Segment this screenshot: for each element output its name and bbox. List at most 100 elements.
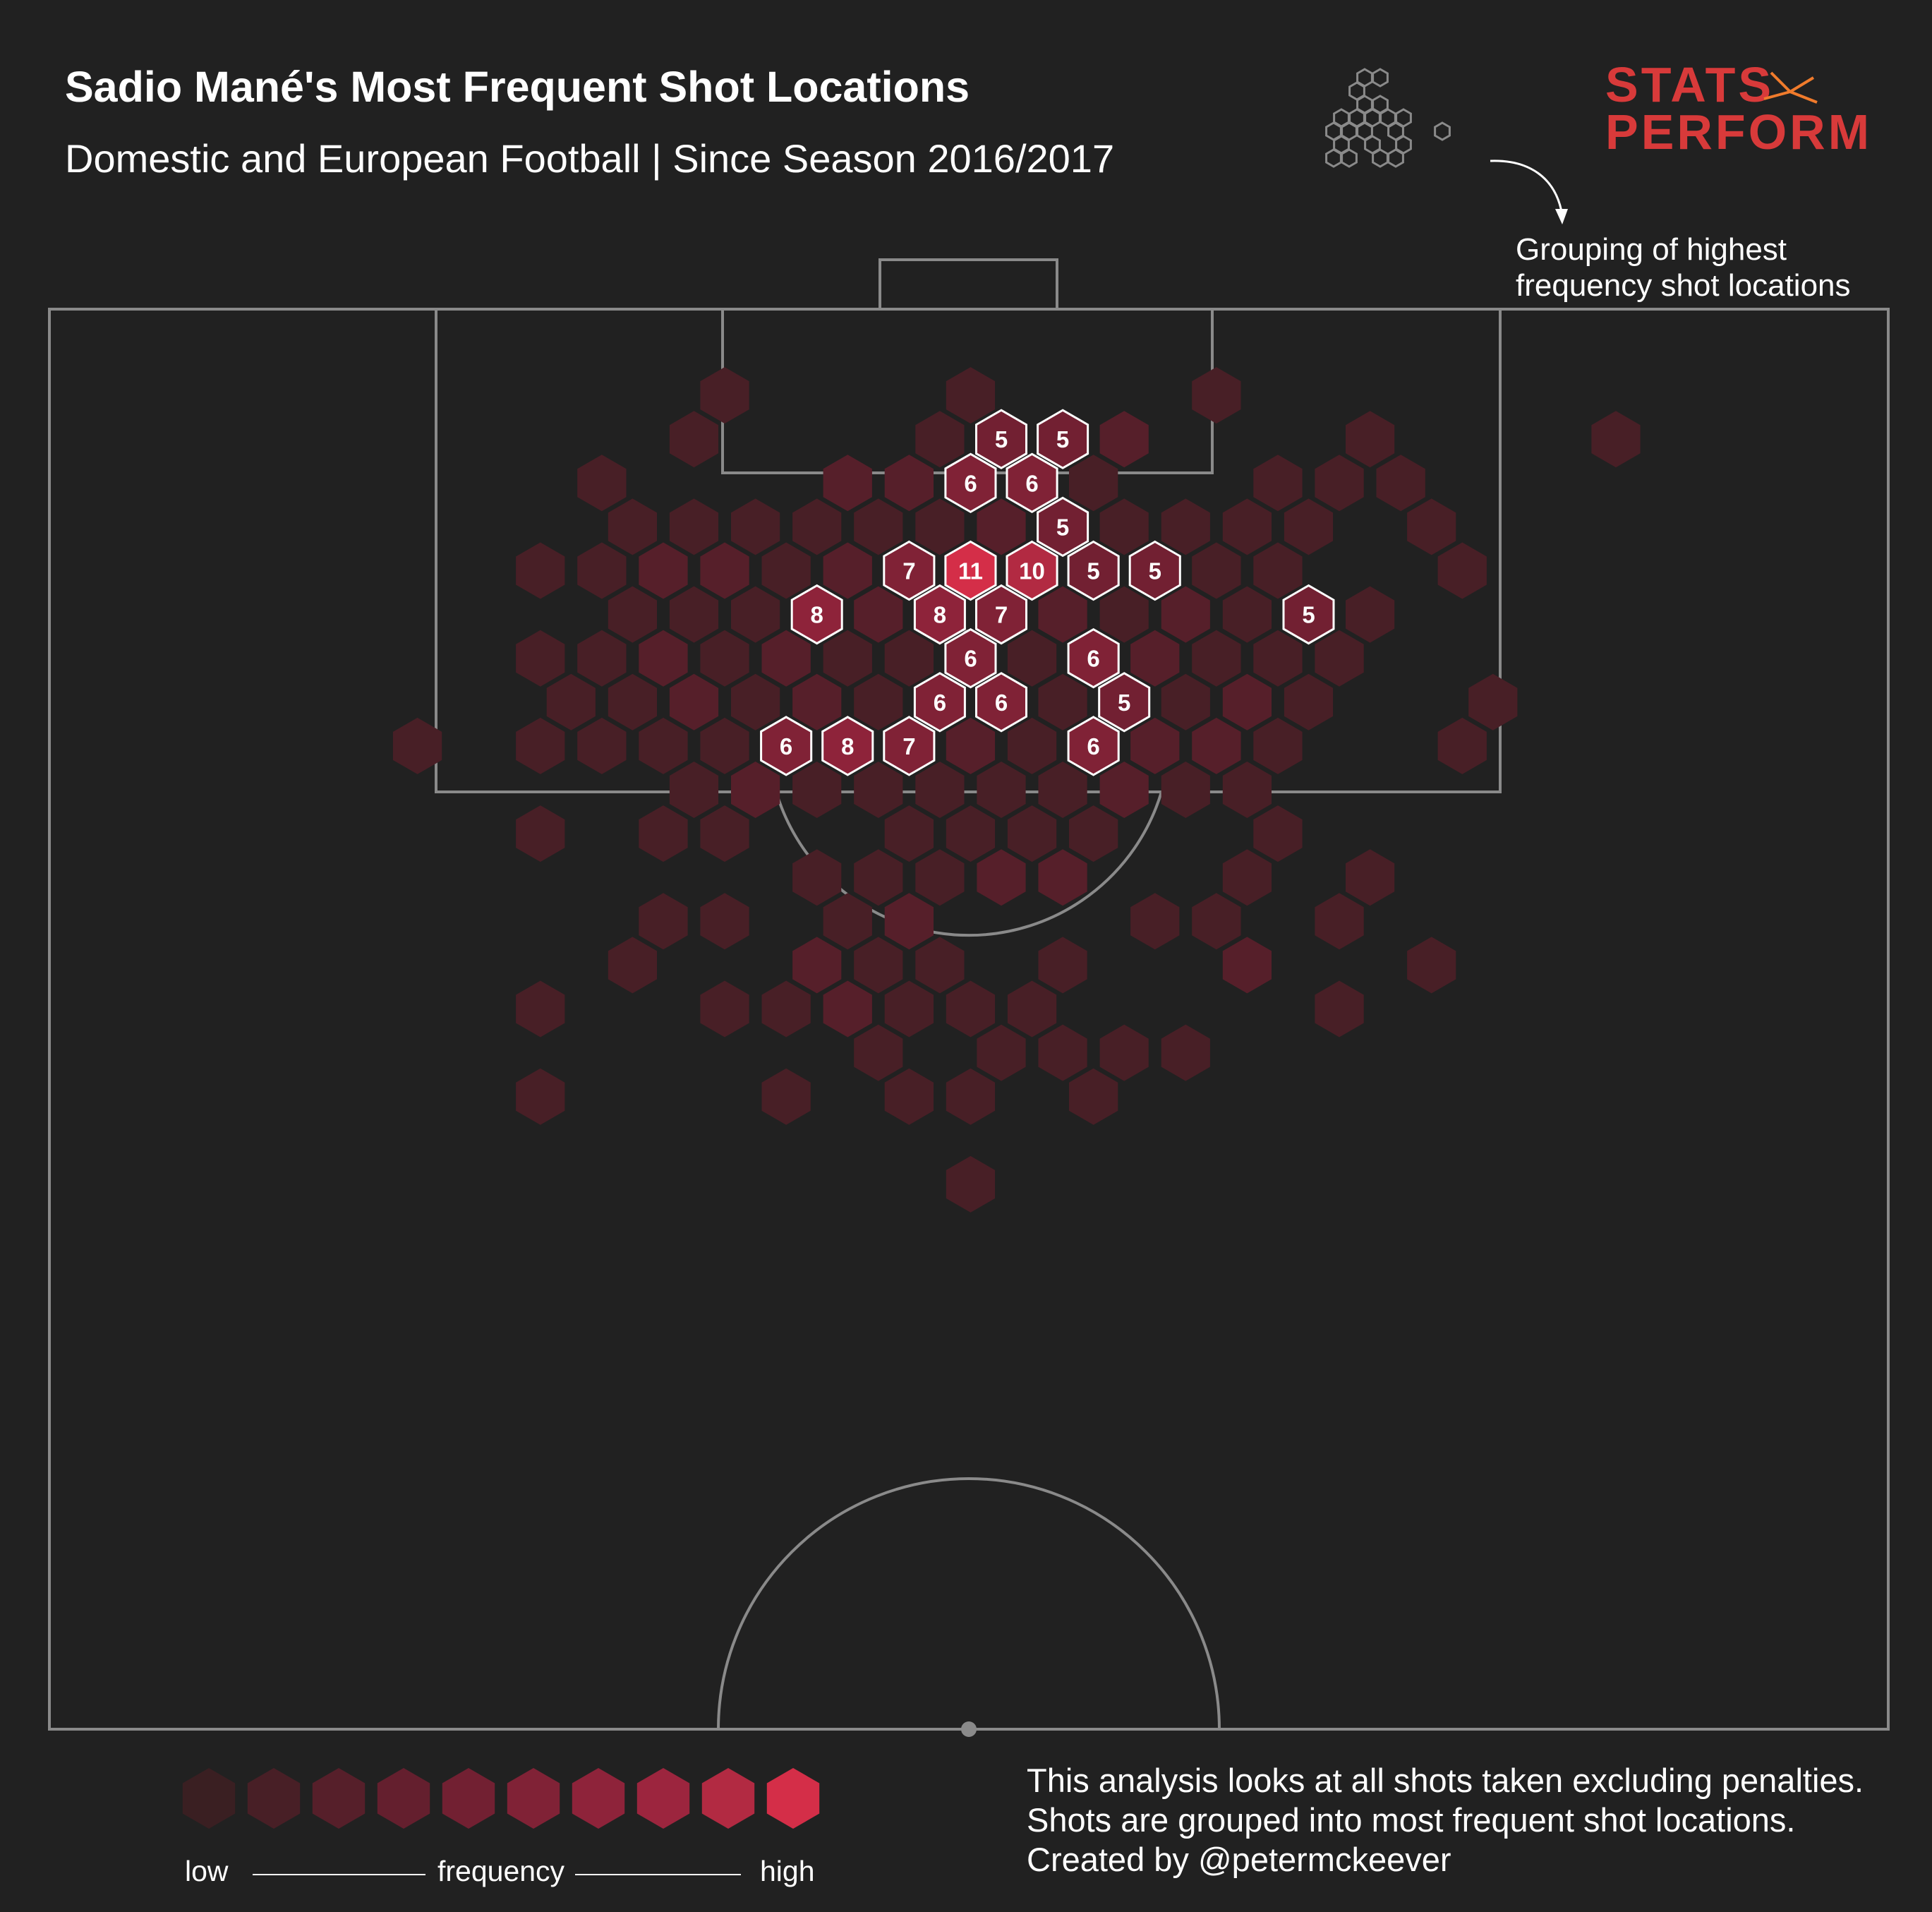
hexbin-value-label: 7 xyxy=(902,733,915,759)
hexbin xyxy=(761,980,811,1038)
highlight-outline-layer xyxy=(760,409,1335,776)
hexbin xyxy=(1007,630,1057,687)
legend-frequency-label: frequency xyxy=(437,1855,565,1887)
hexbin xyxy=(1099,498,1149,555)
hexbin xyxy=(577,455,627,512)
hexbin xyxy=(761,542,811,599)
hexbin xyxy=(823,717,872,774)
hexbin xyxy=(639,893,688,950)
hexbin xyxy=(1407,498,1456,555)
hexbin xyxy=(884,1068,934,1125)
hexbin xyxy=(1284,586,1334,643)
hexbin xyxy=(608,498,657,555)
hexbin xyxy=(1468,673,1518,730)
hexbin xyxy=(1253,717,1303,774)
hexbin xyxy=(854,849,903,906)
hexbin xyxy=(700,980,749,1038)
hexbin xyxy=(1038,411,1087,468)
hexbin xyxy=(1192,630,1241,687)
hexbin xyxy=(946,630,996,687)
mini-hex xyxy=(1387,148,1404,168)
hexbin xyxy=(1038,762,1087,818)
hexbin xyxy=(792,586,842,643)
highlight-hex-outline xyxy=(944,540,997,601)
hexbin xyxy=(1099,411,1149,468)
hexbin xyxy=(516,1068,565,1125)
hexbin-value-label: 8 xyxy=(811,602,823,628)
hexbin xyxy=(915,586,965,643)
hexbin-value-label: 10 xyxy=(1019,558,1045,584)
hexbin xyxy=(761,1068,811,1125)
logo-starburst-icon xyxy=(1763,71,1818,104)
hexbin xyxy=(1222,586,1272,643)
legend-hex xyxy=(507,1768,560,1829)
hexbin xyxy=(516,717,565,774)
hexbin-layer xyxy=(392,367,1641,1213)
hexbin xyxy=(946,367,996,424)
highlight-hex-outline xyxy=(975,672,1027,733)
hexbin xyxy=(1038,673,1087,730)
hexbin xyxy=(854,586,903,643)
hexbin-value-label: 6 xyxy=(780,733,792,759)
hexbin xyxy=(639,630,688,687)
hexbin xyxy=(1192,542,1241,599)
highlight-hex-outline xyxy=(975,409,1027,469)
hexbin xyxy=(1130,717,1180,774)
hexbin-value-label: 5 xyxy=(1149,558,1161,584)
hexbin xyxy=(915,498,965,555)
hexbin xyxy=(516,980,565,1038)
legend-hex xyxy=(247,1768,301,1829)
hexbin xyxy=(1222,849,1272,906)
hexbin xyxy=(731,673,780,730)
hexbin xyxy=(977,498,1026,555)
hexbin xyxy=(854,1024,903,1081)
hexbin xyxy=(792,673,842,730)
centre-circle xyxy=(717,1477,1221,1730)
hexbin xyxy=(1284,498,1334,555)
hexbin xyxy=(915,411,965,468)
hexbin xyxy=(977,586,1026,643)
hexbin xyxy=(1038,586,1087,643)
hexbin xyxy=(946,1155,996,1213)
hexbin xyxy=(700,893,749,950)
hexbin xyxy=(1437,717,1487,774)
hexbin xyxy=(1192,893,1241,950)
hexbin xyxy=(1222,673,1272,730)
highlight-hex-outline xyxy=(1067,627,1120,689)
highlight-hex-outline xyxy=(1067,540,1120,601)
hexbin xyxy=(1038,937,1087,994)
hexbin xyxy=(700,542,749,599)
hexbin xyxy=(1099,586,1149,643)
hexbin-value-label: 6 xyxy=(964,470,977,496)
hexbin xyxy=(854,937,903,994)
highlight-hex-outline xyxy=(883,716,936,776)
hexbin xyxy=(1192,717,1241,774)
hexbin xyxy=(915,673,965,730)
hexbin xyxy=(884,980,934,1038)
mini-hex xyxy=(1372,68,1389,88)
hexbin xyxy=(516,805,565,862)
highlight-hex-outline xyxy=(944,627,997,689)
hexbin-value-label: 6 xyxy=(934,690,946,716)
hexbin xyxy=(915,762,965,818)
hexbin xyxy=(1069,1068,1118,1125)
centre-spot xyxy=(961,1721,977,1737)
hexbin xyxy=(823,455,872,512)
hexbin-labels: 5 56 657 11 10 5 58 8 7 56 66 6 56 8 7 6 xyxy=(780,426,1315,759)
hexbin-value-label: 6 xyxy=(964,646,977,672)
hexbin xyxy=(1130,893,1180,950)
hexbin xyxy=(946,980,996,1038)
hexbin xyxy=(823,630,872,687)
hexbin xyxy=(1315,980,1364,1038)
highlight-hex-outline xyxy=(1037,496,1089,558)
hexbin xyxy=(946,717,996,774)
hexbin xyxy=(516,542,565,599)
highlight-hex-outline xyxy=(760,716,813,776)
legend-hex xyxy=(572,1768,625,1829)
mini-hex xyxy=(1372,148,1389,168)
hexbin xyxy=(1161,762,1210,818)
hexbin xyxy=(546,673,596,730)
annotation-arrow xyxy=(1490,160,1564,216)
hexbin xyxy=(1099,1024,1149,1081)
hexbin xyxy=(792,937,842,994)
